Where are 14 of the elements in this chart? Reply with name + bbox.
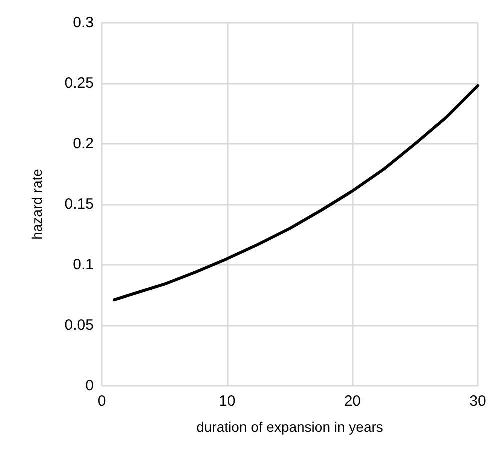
y-tick-label: 0.05	[64, 317, 94, 334]
y-axis-title: hazard rate	[29, 168, 45, 240]
x-tick-label: 30	[470, 393, 486, 410]
x-tick-label: 10	[218, 393, 236, 410]
y-tick-label: 0.15	[64, 196, 94, 213]
x-tick-label: 0	[98, 393, 106, 410]
y-tick-label: 0.2	[73, 136, 94, 152]
y-tick-label: 0.25	[64, 75, 94, 92]
y-tick-label: 0	[86, 378, 94, 394]
y-tick-label: 0.1	[73, 256, 94, 274]
x-tick-label: 20	[344, 393, 362, 410]
y-tick-label: 0.3	[73, 14, 94, 32]
x-axis-title: duration of expansion in years	[196, 419, 384, 435]
line-series	[113, 84, 480, 302]
